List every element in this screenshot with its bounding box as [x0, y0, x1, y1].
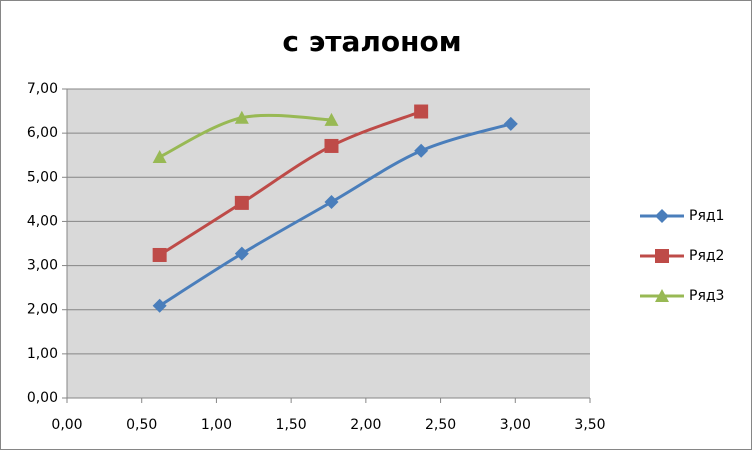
y-tick-label: 4,00: [27, 213, 58, 229]
x-tick-label: 1,50: [276, 417, 307, 433]
x-tick-label: 3,00: [500, 417, 531, 433]
legend-label: Ряд2: [689, 248, 724, 264]
data-point: [152, 149, 167, 163]
series-line: [158, 110, 422, 257]
plot-area: [67, 89, 590, 398]
legend-marker: [655, 209, 669, 223]
data-point: [414, 143, 429, 158]
y-tick-label: 1,00: [27, 346, 58, 362]
data-point: [503, 116, 518, 131]
data-point: [152, 298, 167, 313]
y-tick-label: 5,00: [27, 169, 58, 185]
legend-marker: [655, 289, 669, 302]
data-point: [324, 138, 339, 153]
legend-label: Ряд3: [689, 288, 724, 304]
x-tick-label: 0,50: [126, 417, 157, 433]
data-point: [234, 110, 249, 124]
x-tick-label: 0,00: [51, 417, 82, 433]
data-point: [152, 247, 167, 262]
legend-marker: [655, 249, 669, 263]
x-tick-label: 2,00: [350, 417, 381, 433]
data-point: [414, 104, 429, 119]
y-tick-label: 0,00: [27, 390, 58, 406]
legend-label: Ряд1: [689, 208, 724, 224]
data-point: [324, 112, 339, 126]
data-point: [234, 246, 249, 261]
y-tick-label: 2,00: [27, 302, 58, 318]
data-point: [324, 195, 339, 210]
chart-title: с эталоном: [282, 25, 461, 58]
y-tick-label: 7,00: [27, 81, 58, 97]
x-tick-label: 2,50: [425, 417, 456, 433]
y-tick-label: 3,00: [27, 258, 58, 274]
y-tick-label: 6,00: [27, 125, 58, 141]
data-point: [234, 195, 249, 210]
x-tick-label: 1,00: [201, 417, 232, 433]
x-tick-label: 3,50: [574, 417, 605, 433]
